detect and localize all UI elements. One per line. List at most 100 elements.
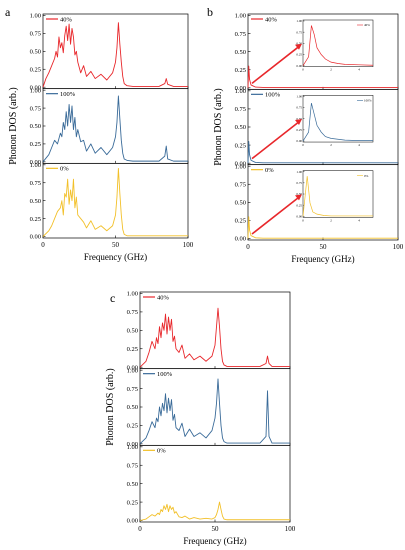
subplot-a-0: 0.00 0.25 0.50 0.75 1.00 40% bbox=[30, 13, 189, 91]
y-tick-label: 0.75 bbox=[235, 181, 246, 188]
series-line-100% bbox=[247, 141, 398, 164]
inset-x-tick-label: 2 bbox=[330, 143, 332, 147]
legend-label: 100% bbox=[60, 91, 76, 98]
x-axis-label: Frequency (GHz) bbox=[291, 254, 354, 264]
y-tick-label: 0.75 bbox=[235, 31, 246, 38]
zoom-arrow-head bbox=[295, 43, 302, 50]
x-axis-label: Frequency (GHz) bbox=[84, 252, 147, 262]
inset-y-tick-label: 0.75 bbox=[296, 106, 302, 110]
inset-y-tick-label: 0.00 bbox=[296, 64, 302, 68]
y-tick-label: 0.00 bbox=[235, 160, 246, 167]
inset-1: 0.00 0.25 0.50 0.75 1.00 0 2 4 100% bbox=[251, 95, 374, 160]
inset-x-tick-label: 2 bbox=[330, 68, 332, 72]
x-tick-label: 50 bbox=[320, 243, 328, 251]
zoom-arrow bbox=[251, 120, 301, 160]
zoom-arrow bbox=[251, 45, 301, 84]
inset-legend-label: 100% bbox=[364, 99, 372, 103]
inset-frame bbox=[302, 95, 374, 143]
legend-label: 0% bbox=[157, 448, 166, 455]
inset-y-tick-label: 0.50 bbox=[296, 192, 302, 196]
x-tick-label: 0 bbox=[138, 525, 142, 533]
panel-letter: b bbox=[207, 5, 213, 19]
zoom-arrow-head bbox=[295, 119, 302, 126]
inset-y-tick-label: 0.00 bbox=[296, 139, 302, 143]
y-tick-label: 1.00 bbox=[127, 291, 138, 298]
inset-0: 0.00 0.25 0.50 0.75 1.00 0 2 4 40% bbox=[251, 19, 374, 84]
y-tick-label: 0.25 bbox=[235, 142, 246, 149]
y-axis-label: Phonon DOS (arb.) bbox=[105, 368, 116, 446]
inset-y-tick-label: 0.50 bbox=[296, 42, 302, 46]
y-tick-label: 0.25 bbox=[30, 141, 41, 148]
y-tick-label: 0.75 bbox=[30, 105, 41, 112]
x-tick-label: 100 bbox=[285, 525, 296, 533]
inset-y-tick-label: 1.00 bbox=[296, 95, 302, 99]
y-tick-label: 1.00 bbox=[235, 13, 246, 20]
inset-x-tick-label: 2 bbox=[330, 218, 332, 222]
y-tick-label: 0.50 bbox=[235, 200, 246, 207]
y-tick-label: 0.50 bbox=[30, 49, 41, 56]
y-tick-label: 1.00 bbox=[30, 13, 41, 20]
y-tick-label: 0.00 bbox=[235, 85, 246, 92]
y-tick-label: 0.50 bbox=[127, 404, 138, 411]
inset-legend-label: 0% bbox=[364, 174, 369, 178]
legend-label: 0% bbox=[265, 167, 274, 174]
subplot-a-2: 0.00 0.25 0.50 0.75 1.00 0% bbox=[30, 162, 189, 241]
subplot-b-2: 0.00 0.25 0.50 0.75 1.00 0% 0.00 0.25 0.50 0.75 1.… bbox=[235, 163, 399, 243]
inset-y-tick-label: 0.25 bbox=[296, 53, 302, 57]
y-tick-label: 0.00 bbox=[30, 84, 41, 91]
subplot-c-0: 0.00 0.25 0.50 0.75 1.00 40% bbox=[127, 291, 291, 371]
subplot-frame bbox=[42, 162, 189, 239]
panel-letter: c bbox=[110, 291, 115, 305]
inset-x-tick-label: 4 bbox=[358, 143, 360, 147]
y-tick-label: 0.25 bbox=[235, 218, 246, 225]
series-line-40% bbox=[42, 22, 188, 88]
subplot-c-1: 0.00 0.25 0.50 0.75 1.00 100% bbox=[127, 367, 291, 448]
inset-y-tick-label: 0.25 bbox=[296, 203, 302, 207]
y-tick-label: 0.25 bbox=[30, 216, 41, 223]
x-tick-label: 100 bbox=[393, 243, 404, 251]
y-tick-label: 1.00 bbox=[30, 87, 41, 94]
x-tick-label: 0 bbox=[246, 243, 250, 251]
series-line-0% bbox=[42, 167, 188, 237]
inset-frame bbox=[302, 170, 374, 218]
inset-frame bbox=[302, 19, 374, 67]
x-tick-label: 50 bbox=[112, 241, 120, 249]
inset-y-tick-label: 0.00 bbox=[296, 215, 302, 219]
inset-2: 0.00 0.25 0.50 0.75 1.00 0 2 4 0% bbox=[251, 170, 374, 235]
y-tick-label: 0.00 bbox=[30, 234, 41, 241]
panel-b: b 0.00 0.25 0.50 0.75 1.00 4 0% 0.00 0.25 0.50 0.75… bbox=[207, 5, 404, 264]
series-line-40% bbox=[139, 307, 290, 368]
series-line-40% bbox=[247, 65, 398, 88]
legend-label: 0% bbox=[60, 166, 69, 173]
x-tick-label: 0 bbox=[41, 241, 45, 249]
y-tick-label: 0.50 bbox=[30, 198, 41, 205]
y-tick-label: 0.50 bbox=[235, 49, 246, 56]
y-tick-label: 0.75 bbox=[127, 309, 138, 316]
inset-line-40% bbox=[302, 25, 374, 66]
subplot-c-2: 0.00 0.25 0.50 0.75 1.00 0% bbox=[127, 444, 291, 525]
y-tick-label: 0.00 bbox=[127, 441, 138, 448]
legend-label: 40% bbox=[157, 294, 170, 301]
zoom-arrow bbox=[251, 195, 301, 235]
y-tick-label: 1.00 bbox=[127, 367, 138, 374]
y-tick-label: 1.00 bbox=[235, 88, 246, 95]
x-tick-label: 100 bbox=[183, 241, 194, 249]
y-axis-label: Phonon DOS (arb.) bbox=[8, 87, 19, 165]
inset-x-tick-label: 4 bbox=[358, 68, 360, 72]
inset-y-tick-label: 1.00 bbox=[296, 19, 302, 23]
panel-c: c 0.00 0.25 0.50 0.75 1.00 40% 0.00 0.25 0.50 0.75… bbox=[105, 291, 296, 546]
y-tick-label: 0.75 bbox=[30, 180, 41, 187]
inset-y-tick-label: 0.75 bbox=[296, 181, 302, 185]
y-tick-label: 0.50 bbox=[30, 123, 41, 130]
y-tick-label: 0.25 bbox=[127, 346, 138, 353]
y-tick-label: 1.00 bbox=[127, 444, 138, 451]
inset-x-tick-label: 4 bbox=[358, 218, 360, 222]
panel-a: a 0.00 0.25 0.50 0.75 1.00 40% 0.00 0.25 0.50 0.75… bbox=[5, 5, 194, 262]
y-tick-label: 0.00 bbox=[235, 236, 246, 243]
inset-line-100% bbox=[302, 102, 373, 142]
y-tick-label: 0.75 bbox=[30, 31, 41, 38]
zoom-arrow-head bbox=[295, 194, 302, 201]
y-tick-label: 0.50 bbox=[127, 328, 138, 335]
y-tick-label: 0.25 bbox=[30, 66, 41, 73]
y-tick-label: 0.75 bbox=[235, 106, 246, 113]
